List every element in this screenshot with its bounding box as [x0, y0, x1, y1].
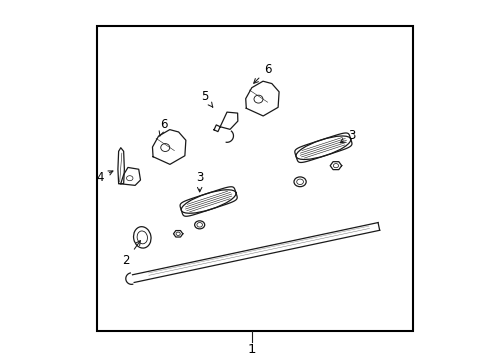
Text: 1: 1 — [247, 343, 255, 356]
Text: 3: 3 — [340, 129, 355, 143]
Text: 2: 2 — [122, 240, 140, 267]
Text: 6: 6 — [253, 63, 271, 83]
Text: 6: 6 — [159, 118, 167, 136]
Text: 5: 5 — [200, 90, 212, 107]
Text: 3: 3 — [196, 171, 203, 192]
Bar — [97, 26, 412, 330]
Text: 4: 4 — [97, 171, 113, 184]
